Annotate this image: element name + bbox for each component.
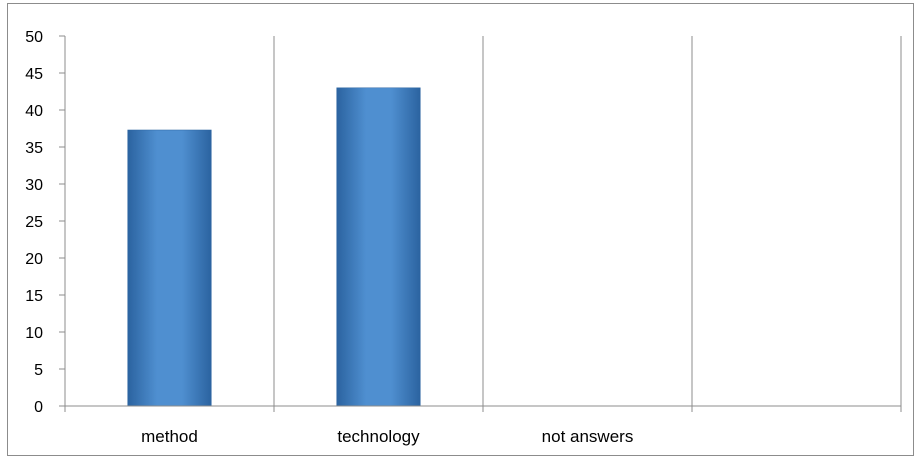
y-tick-labels: 0 5 10 15 20 25 30 35 40 45 50 bbox=[25, 29, 43, 416]
y-tick-label-5: 5 bbox=[34, 362, 43, 379]
y-tick-label-30: 30 bbox=[25, 177, 43, 194]
y-tick-label-25: 25 bbox=[25, 214, 43, 231]
y-tick-label-40: 40 bbox=[25, 103, 43, 120]
x-category-label-not-answers: not answers bbox=[542, 427, 634, 446]
gridlines bbox=[273, 36, 902, 412]
y-tick-label-15: 15 bbox=[25, 288, 43, 305]
bar-technology bbox=[336, 87, 421, 407]
axes bbox=[59, 35, 901, 412]
y-tick-label-50: 50 bbox=[25, 29, 43, 46]
bar-method bbox=[127, 129, 212, 407]
x-category-label-method: method bbox=[141, 427, 198, 446]
y-tick-label-35: 35 bbox=[25, 140, 43, 157]
y-tick-label-0: 0 bbox=[34, 399, 43, 416]
x-category-labels: method technology not answers bbox=[141, 427, 633, 446]
y-tick-label-45: 45 bbox=[25, 66, 43, 83]
x-category-label-technology: technology bbox=[337, 427, 420, 446]
y-tick-label-10: 10 bbox=[25, 325, 43, 342]
y-tick-label-20: 20 bbox=[25, 251, 43, 268]
